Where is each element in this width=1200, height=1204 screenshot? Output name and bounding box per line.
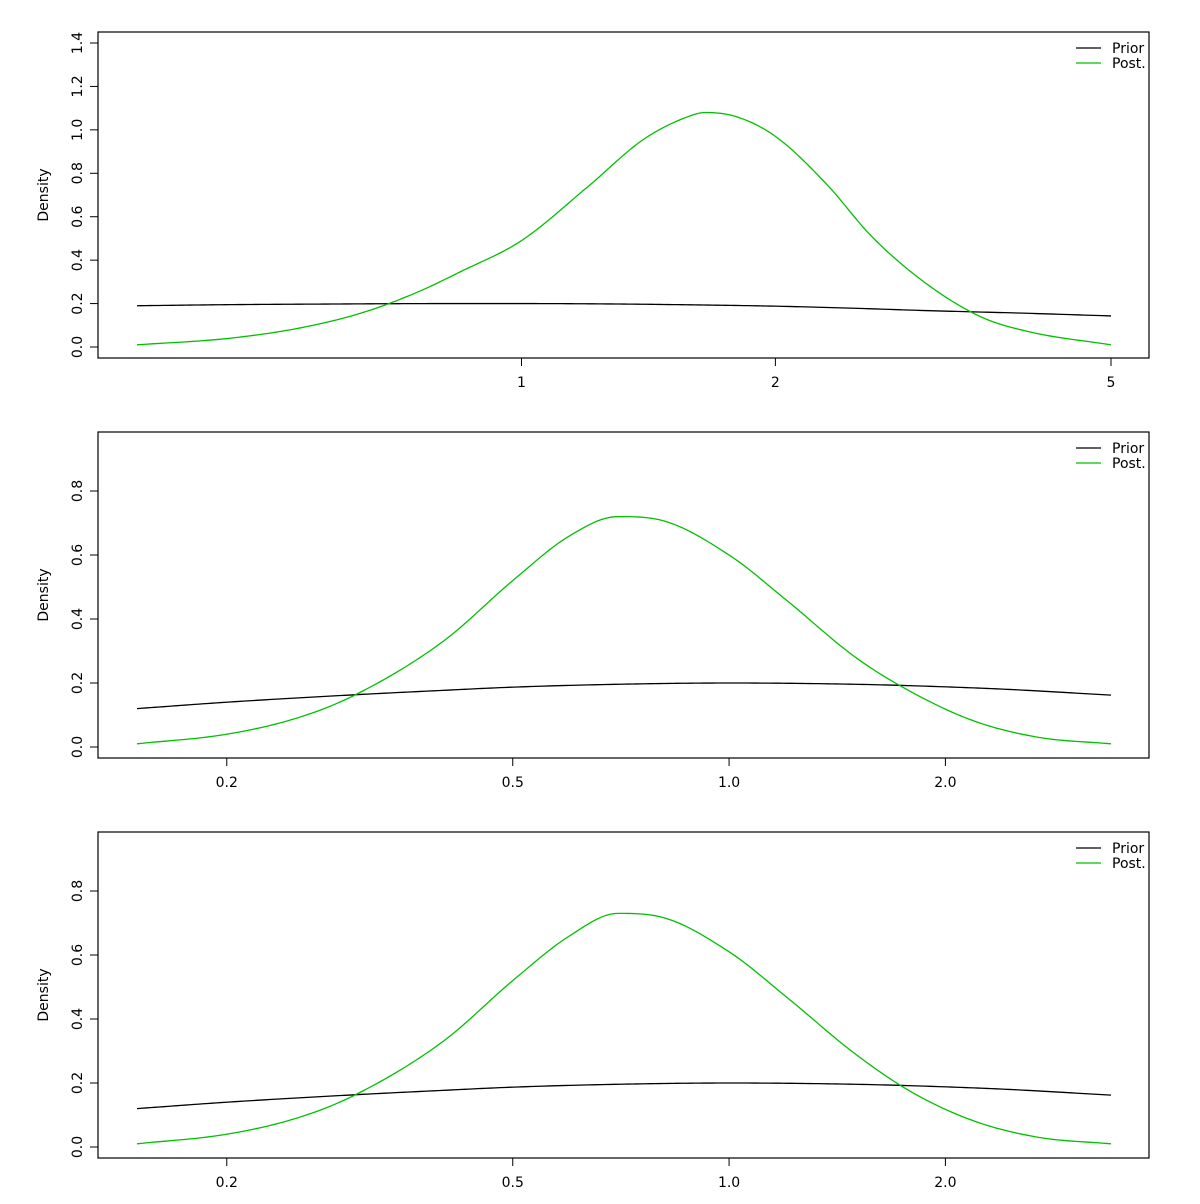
series-line-prior (136, 302, 1112, 317)
density-panel-2: 0.0 0.2 0.4 0.6 0.8 0.2 0.5 1.0 2.0 Density PriorP… (36, 431, 1150, 791)
legend-label: Post. (1112, 56, 1146, 72)
y-tick-label: 0.8 (70, 162, 86, 184)
y-tick-label: 0.4 (70, 608, 86, 630)
legend-label: Post. (1112, 856, 1146, 872)
series-line-posterior (136, 912, 1112, 1145)
series-line-prior (136, 682, 1112, 710)
series-line-prior (136, 1082, 1112, 1110)
x-tick-label: 1.0 (718, 775, 740, 791)
x-tick-label: 0.2 (216, 775, 238, 791)
y-tick-label: 0.2 (70, 292, 86, 314)
legend-label: Prior (1112, 441, 1144, 457)
x-tick-label: 1 (517, 375, 526, 391)
y-tick-label: 0.0 (70, 736, 86, 758)
y-axis-label: Density (36, 568, 52, 621)
y-tick-label: 0.8 (70, 480, 86, 502)
y-axis-label: Density (36, 968, 52, 1021)
x-tick-label: 1.0 (718, 1175, 740, 1191)
legend-label: Prior (1112, 41, 1144, 57)
y-tick-label: 1.0 (70, 119, 86, 141)
y-tick-label: 0.0 (70, 336, 86, 358)
y-tick-label: 0.8 (70, 880, 86, 902)
x-tick-label: 0.2 (216, 1175, 238, 1191)
x-tick-label: 2.0 (934, 775, 956, 791)
plot-frame (97, 831, 1150, 1159)
density-panel-3: 0.0 0.2 0.4 0.6 0.8 0.2 0.5 1.0 2.0 Density PriorP… (36, 831, 1150, 1191)
density-panel-1: 0.0 0.2 0.4 0.6 0.8 1.0 1.2 1.4 1 2 5 Density PriorP… (36, 31, 1150, 391)
y-tick-label: 0.0 (70, 1136, 86, 1158)
y-tick-label: 0.6 (70, 544, 86, 566)
x-tick-label: 0.5 (502, 1175, 524, 1191)
y-tick-label: 1.4 (70, 32, 86, 54)
legend-label: Post. (1112, 456, 1146, 472)
x-tick-label: 2.0 (934, 1175, 956, 1191)
y-tick-label: 0.6 (70, 205, 86, 227)
y-tick-label: 0.4 (70, 249, 86, 271)
y-tick-label: 0.2 (70, 1072, 86, 1094)
y-axis-label: Density (36, 168, 52, 221)
y-tick-label: 0.6 (70, 944, 86, 966)
x-tick-label: 0.5 (502, 775, 524, 791)
y-tick-label: 0.2 (70, 672, 86, 694)
x-tick-label: 5 (1107, 375, 1116, 391)
legend-label: Prior (1112, 841, 1144, 857)
y-tick-label: 1.2 (70, 75, 86, 97)
y-tick-label: 0.4 (70, 1008, 86, 1030)
series-line-posterior (136, 111, 1112, 346)
x-tick-label: 2 (771, 375, 780, 391)
plot-frame (97, 431, 1150, 759)
plot-frame (97, 31, 1150, 359)
series-line-posterior (136, 515, 1112, 745)
